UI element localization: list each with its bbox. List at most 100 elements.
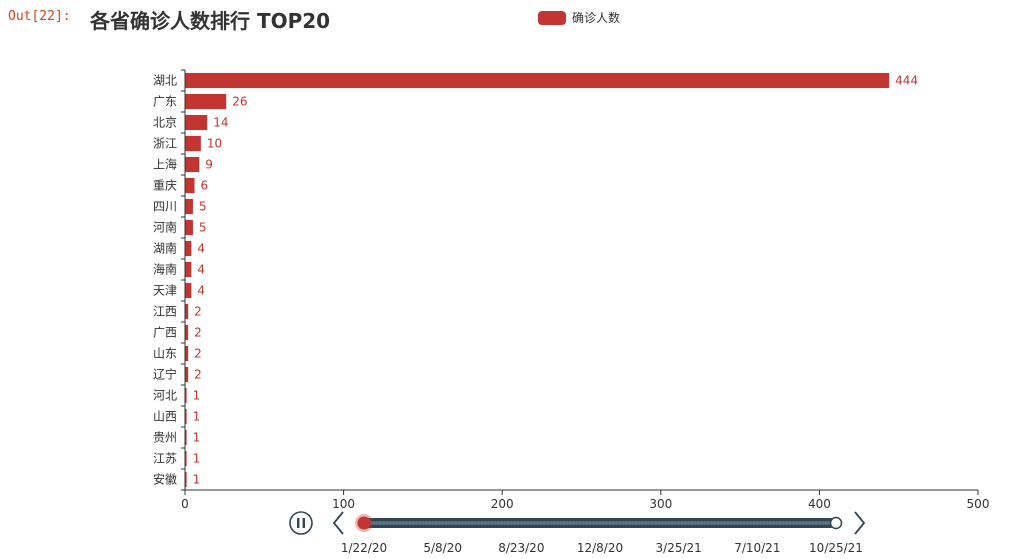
timeline-step[interactable] <box>722 521 727 525</box>
timeline-step[interactable] <box>424 521 429 525</box>
timeline-step[interactable] <box>545 521 550 525</box>
timeline-step[interactable] <box>643 521 648 525</box>
bar[interactable] <box>185 177 195 194</box>
timeline-step[interactable] <box>650 521 655 525</box>
next-chevron-icon[interactable] <box>854 511 866 535</box>
timeline-step[interactable] <box>388 521 393 525</box>
timeline-step[interactable] <box>775 521 779 525</box>
timeline-step[interactable] <box>375 521 380 525</box>
timeline-step[interactable] <box>712 521 717 525</box>
timeline-step[interactable] <box>571 521 576 525</box>
bar[interactable] <box>185 114 208 131</box>
timeline-step[interactable] <box>676 521 681 525</box>
timeline-step[interactable] <box>430 521 435 525</box>
timeline-step[interactable] <box>745 521 750 525</box>
timeline-step[interactable] <box>729 521 734 525</box>
timeline-step[interactable] <box>653 521 658 525</box>
timeline-step[interactable] <box>542 521 547 525</box>
timeline-step[interactable] <box>817 521 822 525</box>
bar[interactable] <box>185 471 187 488</box>
timeline-step[interactable] <box>696 521 701 525</box>
timeline-step[interactable] <box>437 521 442 525</box>
timeline-step[interactable] <box>565 521 570 525</box>
timeline-step[interactable] <box>414 521 419 525</box>
timeline-step[interactable] <box>735 521 740 525</box>
timeline-step[interactable] <box>486 521 491 525</box>
timeline-step[interactable] <box>509 521 514 525</box>
timeline-step[interactable] <box>706 521 711 525</box>
timeline-step[interactable] <box>663 521 668 525</box>
bar[interactable] <box>185 303 189 320</box>
pause-button[interactable] <box>289 511 313 535</box>
timeline-step[interactable] <box>771 521 776 525</box>
prev-chevron-icon[interactable] <box>332 511 344 535</box>
bar[interactable] <box>185 387 187 404</box>
bar[interactable] <box>185 72 890 89</box>
bar[interactable] <box>185 261 192 278</box>
timeline-step[interactable] <box>620 521 625 525</box>
timeline-step[interactable] <box>716 521 720 525</box>
timeline-step[interactable] <box>539 521 543 525</box>
timeline-step[interactable] <box>765 521 770 525</box>
timeline-step[interactable] <box>480 521 484 525</box>
timeline-step[interactable] <box>617 521 622 525</box>
timeline-step[interactable] <box>781 521 786 525</box>
bar[interactable] <box>185 408 187 425</box>
chart-legend[interactable]: 确诊人数 <box>538 9 620 26</box>
timeline-step[interactable] <box>575 521 580 525</box>
timeline-step[interactable] <box>404 521 409 525</box>
timeline-step[interactable] <box>535 521 540 525</box>
timeline-label[interactable]: 8/23/20 <box>498 541 544 555</box>
timeline-step[interactable] <box>578 521 583 525</box>
timeline-step[interactable] <box>807 521 812 525</box>
timeline-label[interactable]: 1/22/20 <box>341 541 387 555</box>
timeline-step[interactable] <box>493 521 498 525</box>
timeline-step[interactable] <box>758 521 763 525</box>
timeline-step[interactable] <box>683 521 688 525</box>
timeline-label[interactable]: 3/25/21 <box>656 541 702 555</box>
timeline-end-marker[interactable] <box>829 516 843 530</box>
timeline-step[interactable] <box>647 521 652 525</box>
timeline-step[interactable] <box>719 521 724 525</box>
timeline-step[interactable] <box>489 521 494 525</box>
bar[interactable] <box>185 282 192 299</box>
timeline-step[interactable] <box>627 521 632 525</box>
timeline-step[interactable] <box>679 521 684 525</box>
timeline-step[interactable] <box>499 521 504 525</box>
timeline-step[interactable] <box>601 521 606 525</box>
timeline-handle[interactable] <box>357 516 371 530</box>
timeline-step[interactable] <box>411 521 416 525</box>
timeline-step[interactable] <box>709 521 714 525</box>
timeline-step[interactable] <box>427 521 432 525</box>
timeline-step[interactable] <box>371 521 376 525</box>
timeline-step[interactable] <box>581 521 586 525</box>
timeline-step[interactable] <box>591 521 596 525</box>
timeline-step[interactable] <box>660 521 665 525</box>
timeline-step[interactable] <box>748 521 753 525</box>
timeline-step[interactable] <box>611 521 616 525</box>
timeline-step[interactable] <box>384 521 389 525</box>
timeline-step[interactable] <box>637 521 642 525</box>
timeline-step[interactable] <box>555 521 560 525</box>
timeline-step[interactable] <box>761 521 766 525</box>
bar[interactable] <box>185 345 189 362</box>
timeline-step[interactable] <box>797 521 802 525</box>
timeline-step[interactable] <box>768 521 773 525</box>
timeline-step[interactable] <box>814 521 819 525</box>
timeline-step[interactable] <box>381 521 386 525</box>
bar[interactable] <box>185 324 189 341</box>
timeline-step[interactable] <box>820 521 825 525</box>
timeline-step[interactable] <box>506 521 511 525</box>
timeline-step[interactable] <box>378 521 383 525</box>
timeline-step[interactable] <box>473 521 478 525</box>
timeline-step[interactable] <box>440 521 445 525</box>
timeline-step[interactable] <box>502 521 507 525</box>
timeline-step[interactable] <box>421 521 425 525</box>
bar[interactable] <box>185 450 187 467</box>
timeline-step[interactable] <box>686 521 691 525</box>
timeline-step[interactable] <box>732 521 737 525</box>
timeline-step[interactable] <box>630 521 635 525</box>
timeline-step[interactable] <box>483 521 488 525</box>
timeline-step[interactable] <box>725 521 730 525</box>
bar[interactable] <box>185 93 227 110</box>
